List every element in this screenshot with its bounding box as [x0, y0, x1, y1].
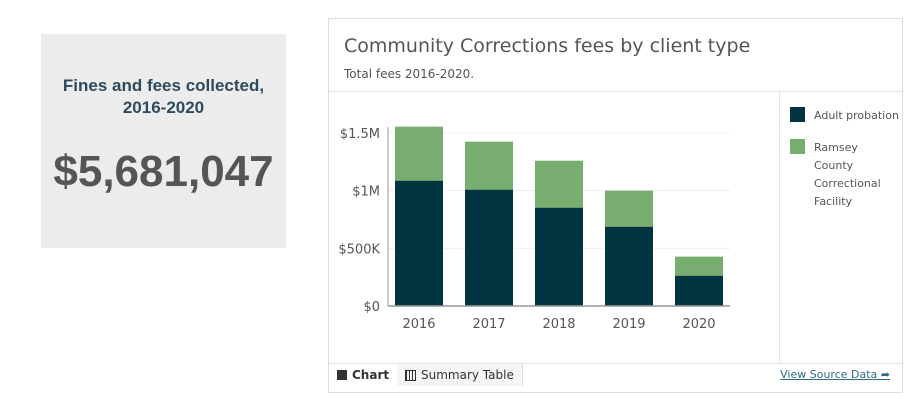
legend-item-adult-probation[interactable]: Adult probation [790, 107, 899, 125]
x-tick-label: 2016 [402, 317, 435, 332]
legend-swatch [790, 107, 805, 122]
kpi-title: Fines and fees collected, 2016-2020 [62, 76, 265, 117]
y-tick-label: $1M [352, 185, 380, 200]
bar-segment[interactable] [605, 226, 653, 306]
bar-segment[interactable] [535, 160, 583, 208]
x-tick-label: 2019 [612, 317, 645, 332]
table-icon [405, 369, 416, 381]
x-tick-label: 2017 [472, 317, 505, 332]
chart-widget: Community Corrections fees by client typ… [328, 18, 903, 393]
chart-title: Community Corrections fees by client typ… [344, 35, 751, 57]
link-label: View Source Data [780, 368, 878, 381]
legend-label: Adult probation [814, 109, 899, 122]
y-tick-label: $0 [363, 300, 380, 315]
bar-segment[interactable] [535, 207, 583, 306]
x-tick-label: 2018 [542, 317, 575, 332]
legend: Adult probation Ramsey County Correction… [779, 91, 904, 363]
bar-segment[interactable] [465, 141, 513, 190]
x-tick-label: 2020 [682, 317, 715, 332]
bar-segment[interactable] [465, 189, 513, 306]
view-source-data-link[interactable]: View Source Data ➦ [780, 368, 890, 381]
bar-segment[interactable] [395, 180, 443, 306]
legend-swatch [790, 139, 805, 154]
tab-label: Chart [352, 368, 390, 382]
bar-segment[interactable] [395, 126, 443, 181]
tab-summary-table[interactable]: Summary Table [397, 364, 523, 386]
bar-segment[interactable] [605, 190, 653, 227]
chart-footer: Chart Summary Table View Source Data ➦ [329, 363, 902, 394]
bar-chart-icon [337, 370, 347, 380]
bar-segment[interactable] [675, 275, 723, 306]
share-arrow-icon: ➦ [880, 368, 890, 381]
y-tick-label: $1.5M [340, 127, 380, 142]
bar-segment[interactable] [675, 256, 723, 276]
chart-subtitle: Total fees 2016-2020. [344, 67, 475, 81]
y-tick-label: $500K [338, 242, 380, 257]
legend-label: Ramsey County Correctional Facility [814, 141, 881, 208]
legend-item-rccf[interactable]: Ramsey County Correctional Facility [790, 139, 895, 211]
kpi-value: $5,681,047 [53, 147, 274, 196]
tab-label: Summary Table [421, 368, 514, 382]
kpi-card: Fines and fees collected, 2016-2020 $5,6… [41, 34, 286, 248]
